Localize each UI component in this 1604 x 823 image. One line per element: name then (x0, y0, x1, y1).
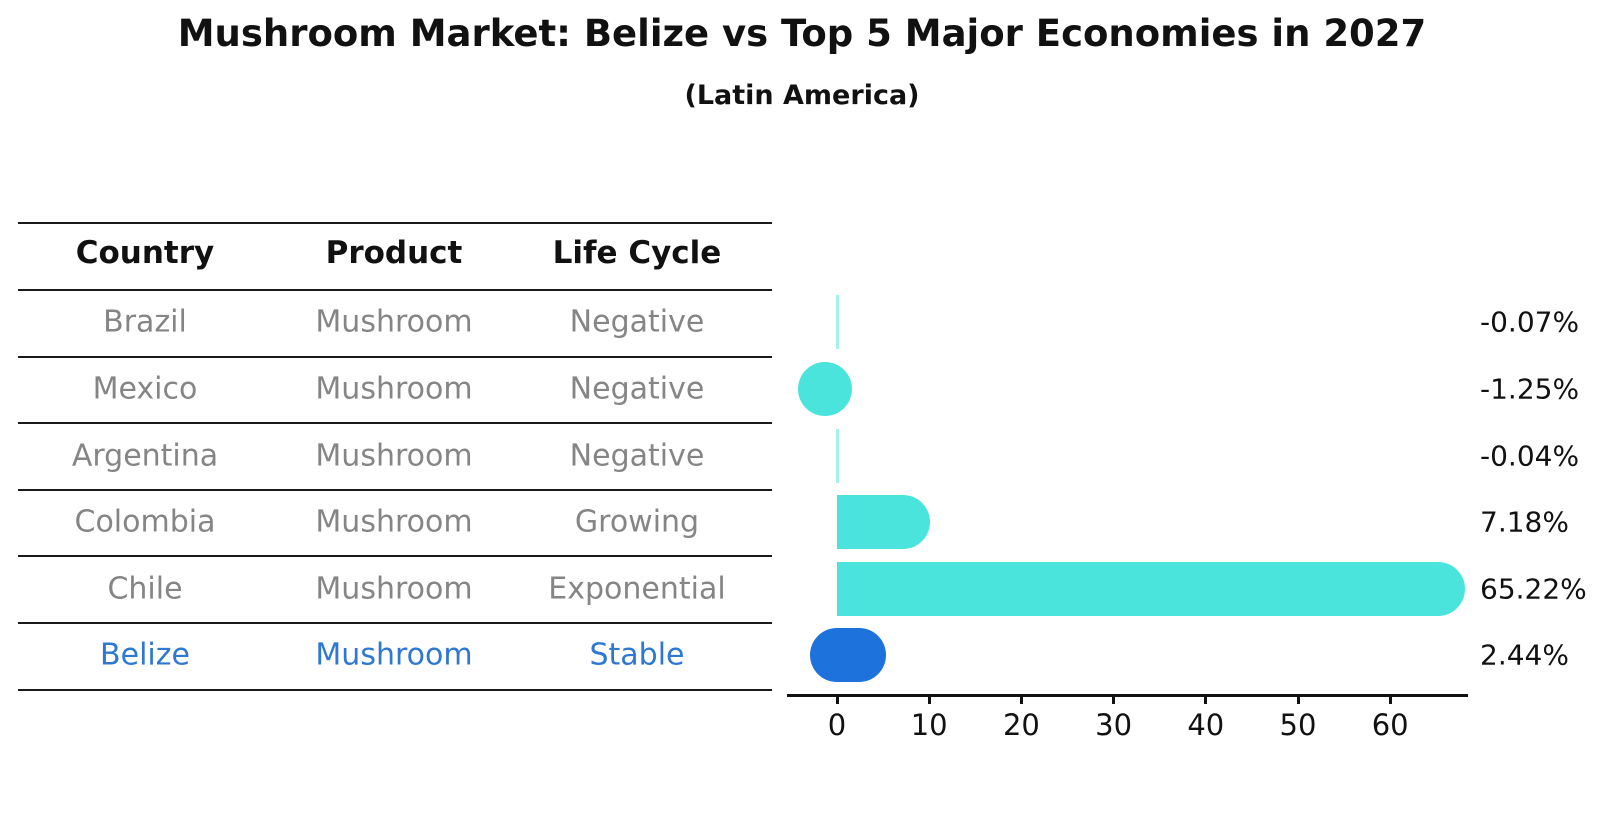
table-rule (18, 422, 772, 424)
table-header-country: Country (75, 235, 215, 271)
x-axis-tick-label: 30 (1095, 708, 1133, 742)
x-axis-tick-label: 10 (910, 708, 948, 742)
bar-value-label: -0.04% (1480, 439, 1580, 472)
chart-title: Mushroom Market: Belize vs Top 5 Major E… (177, 12, 1427, 55)
bar-value-label: 7.18% (1480, 505, 1569, 539)
table-cell-product: Mushroom (315, 371, 473, 407)
table-cell-product: Mushroom (315, 304, 473, 340)
table-cell-country: Chile (107, 571, 183, 607)
x-axis-tick (1204, 694, 1208, 704)
table-cell-country: Belize (100, 637, 190, 673)
table-cell-country: Colombia (74, 504, 216, 540)
x-axis-tick-label: 40 (1187, 708, 1225, 742)
table-cell-life_cycle: Stable (589, 637, 685, 673)
table-cell-product: Mushroom (315, 438, 473, 473)
bar-colombia (837, 495, 931, 550)
bar-chile (837, 561, 1466, 616)
table-rule (18, 356, 772, 358)
x-axis-tick-label: 50 (1279, 708, 1317, 742)
table-header-life_cycle: Life Cycle (552, 235, 722, 271)
x-axis-tick (1388, 694, 1392, 704)
table-cell-product: Mushroom (315, 637, 473, 673)
x-axis-tick (1112, 694, 1116, 704)
table-cell-life_cycle: Growing (574, 504, 700, 540)
table-cell-product: Mushroom (315, 571, 473, 607)
bar-belize (810, 628, 887, 683)
table-rule (18, 489, 772, 491)
table-rule (18, 222, 772, 224)
table-cell-country: Brazil (103, 304, 187, 340)
bar-argentina (836, 428, 839, 483)
bar-value-label: -0.07% (1480, 305, 1580, 339)
x-axis-tick-label: 60 (1371, 708, 1409, 742)
table-rule (18, 622, 772, 624)
table-cell-country: Argentina (71, 438, 219, 473)
chart-subtitle: (Latin America) (684, 80, 920, 111)
bar-mexico (798, 361, 853, 416)
table-header-product: Product (325, 235, 463, 271)
table-cell-life_cycle: Negative (569, 304, 705, 340)
table-rule (18, 555, 772, 557)
x-axis-tick (927, 694, 931, 704)
bar-brazil (836, 295, 839, 350)
x-axis-line (787, 694, 1468, 697)
table-cell-country: Mexico (92, 371, 198, 407)
table-rule (18, 289, 772, 291)
table-cell-life_cycle: Negative (569, 438, 705, 473)
x-axis-tick (1296, 694, 1300, 704)
x-axis-tick (835, 694, 839, 704)
bar-value-label: 2.44% (1480, 638, 1569, 672)
table-cell-life_cycle: Negative (569, 371, 705, 407)
bar-value-label: -1.25% (1480, 372, 1580, 406)
table-cell-life_cycle: Exponential (548, 571, 726, 607)
x-axis-tick-label: 20 (1002, 708, 1040, 742)
table-rule (18, 689, 772, 691)
x-axis-tick (1019, 694, 1023, 704)
bar-value-label: 65.22% (1480, 572, 1587, 606)
table-cell-product: Mushroom (315, 504, 473, 540)
x-axis-tick-label: 0 (827, 708, 847, 742)
